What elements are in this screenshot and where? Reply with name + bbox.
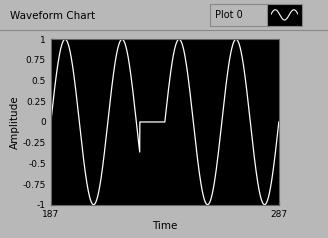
Y-axis label: Amplitude: Amplitude [10, 95, 20, 149]
Text: Waveform Chart: Waveform Chart [10, 11, 95, 21]
Text: Plot 0: Plot 0 [215, 10, 243, 20]
X-axis label: Time: Time [152, 221, 177, 231]
